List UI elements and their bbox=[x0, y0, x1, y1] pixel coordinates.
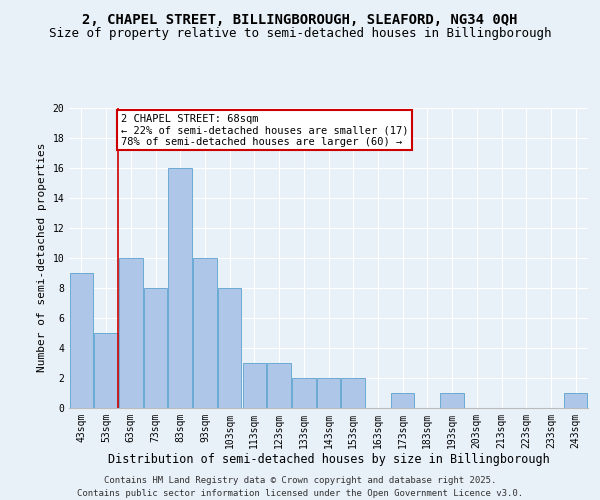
Bar bbox=[268, 362, 291, 408]
Text: 2 CHAPEL STREET: 68sqm
← 22% of semi-detached houses are smaller (17)
78% of sem: 2 CHAPEL STREET: 68sqm ← 22% of semi-det… bbox=[121, 114, 409, 146]
Text: Size of property relative to semi-detached houses in Billingborough: Size of property relative to semi-detach… bbox=[49, 28, 551, 40]
Bar bbox=[391, 392, 415, 407]
Bar bbox=[193, 258, 217, 408]
Bar bbox=[317, 378, 340, 408]
X-axis label: Distribution of semi-detached houses by size in Billingborough: Distribution of semi-detached houses by … bbox=[107, 453, 550, 466]
Bar bbox=[94, 332, 118, 407]
Bar bbox=[242, 362, 266, 408]
Bar bbox=[218, 288, 241, 408]
Bar bbox=[341, 378, 365, 408]
Bar bbox=[169, 168, 192, 408]
Text: 2, CHAPEL STREET, BILLINGBOROUGH, SLEAFORD, NG34 0QH: 2, CHAPEL STREET, BILLINGBOROUGH, SLEAFO… bbox=[82, 12, 518, 26]
Text: Contains HM Land Registry data © Crown copyright and database right 2025.
Contai: Contains HM Land Registry data © Crown c… bbox=[77, 476, 523, 498]
Bar bbox=[70, 272, 93, 407]
Bar bbox=[292, 378, 316, 408]
Y-axis label: Number of semi-detached properties: Number of semi-detached properties bbox=[37, 143, 47, 372]
Bar bbox=[144, 288, 167, 408]
Bar bbox=[440, 392, 464, 407]
Bar bbox=[564, 392, 587, 407]
Bar bbox=[119, 258, 143, 408]
